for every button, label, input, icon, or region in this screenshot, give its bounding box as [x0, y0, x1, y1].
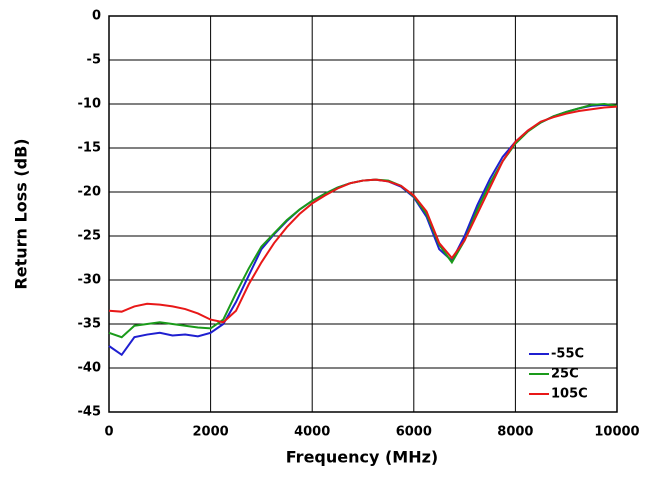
x-tick-label: 8000 [497, 425, 533, 440]
y-tick-label: -45 [78, 405, 102, 420]
legend-label: 105C [551, 387, 588, 402]
y-tick-label: -5 [87, 53, 101, 68]
legend-label: 25C [551, 367, 579, 382]
y-tick-label: -30 [78, 273, 102, 288]
x-tick-label: 4000 [294, 425, 330, 440]
x-tick-label: 10000 [594, 425, 639, 440]
y-tick-label: 0 [92, 9, 101, 24]
x-axis-label: Frequency (MHz) [286, 448, 438, 467]
series-line [108, 103, 618, 357]
series-line [108, 105, 618, 324]
x-tick-label: 0 [104, 425, 113, 440]
y-tick-label: -25 [78, 229, 102, 244]
y-tick-label: -10 [78, 97, 102, 112]
x-tick-label: 2000 [193, 425, 229, 440]
y-axis-label: Return Loss (dB) [12, 138, 31, 289]
y-tick-label: -15 [78, 141, 102, 156]
x-tick-label: 6000 [396, 425, 432, 440]
y-tick-label: -35 [78, 317, 102, 332]
plot-frame [108, 15, 618, 413]
y-tick-label: -40 [78, 361, 102, 376]
y-tick-label: -20 [78, 185, 102, 200]
legend-label: -55C [551, 347, 584, 362]
series-line [108, 102, 618, 339]
